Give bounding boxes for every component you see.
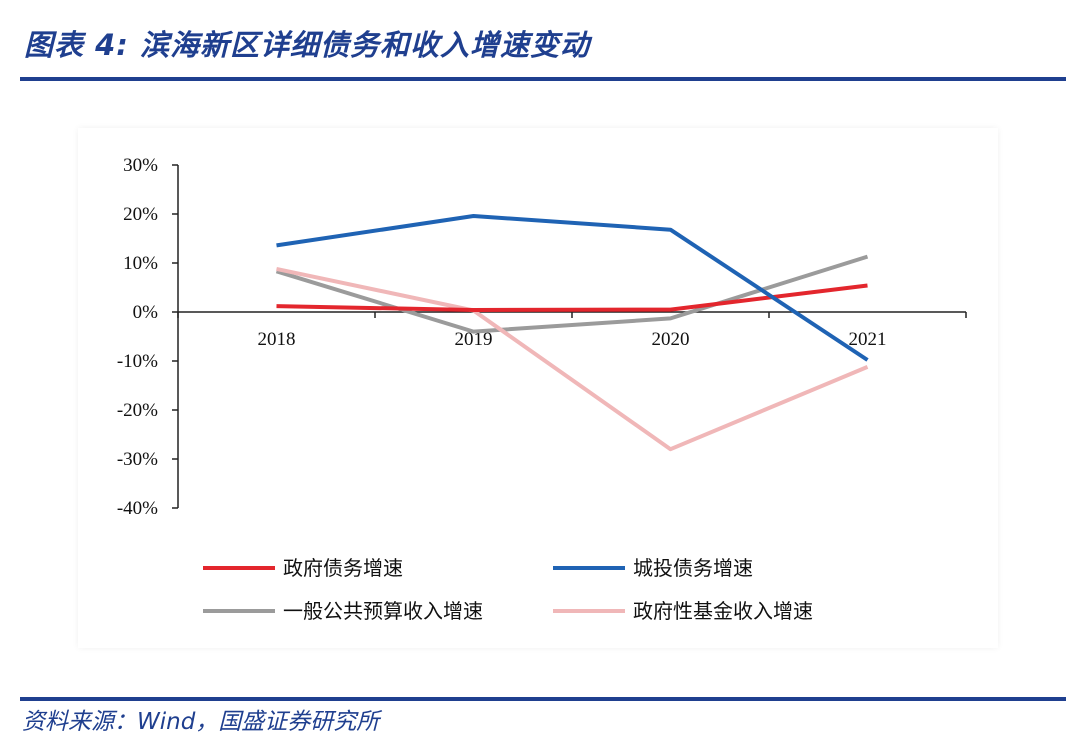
- x-tick-label: 2018: [258, 329, 296, 350]
- y-tick-label: -20%: [117, 400, 158, 421]
- series-line-3: [276, 266, 869, 452]
- source-note: 资料来源：Wind，国盛证券研究所: [22, 709, 380, 735]
- series-line-2: [275, 254, 869, 334]
- series-line-0: [276, 283, 868, 312]
- y-tick-label: -10%: [117, 351, 158, 372]
- y-tick-label: -40%: [117, 498, 158, 519]
- y-tick-label: 20%: [123, 204, 158, 225]
- y-tick-label: -30%: [117, 449, 158, 470]
- series-line-1: [276, 214, 869, 362]
- legend-label-2: 一般公共预算收入增速: [283, 599, 483, 623]
- page-title: 图表 4: 滨海新区详细债务和收入增速变动: [24, 28, 590, 62]
- legend-label-0: 政府债务增速: [283, 556, 403, 580]
- title-divider: [20, 77, 1066, 81]
- chart-panel: 30% 20% 10% 0% -10% -20% -30% -40% 2018 2019 2020 2…: [78, 128, 998, 648]
- y-tick-label: 10%: [123, 253, 158, 274]
- source-divider: [20, 697, 1066, 701]
- legend-label-1: 城投债务增速: [633, 556, 753, 580]
- x-tick-label: 2020: [652, 329, 690, 350]
- x-tick-label: 2021: [849, 329, 887, 350]
- y-tick-label: 30%: [123, 155, 158, 176]
- y-tick-label: 0%: [133, 302, 159, 323]
- legend-label-3: 政府性基金收入增速: [633, 599, 813, 623]
- line-chart: 30% 20% 10% 0% -10% -20% -30% -40% 2018 2019 2020 2…: [117, 155, 967, 623]
- x-tick-label: 2019: [455, 329, 493, 350]
